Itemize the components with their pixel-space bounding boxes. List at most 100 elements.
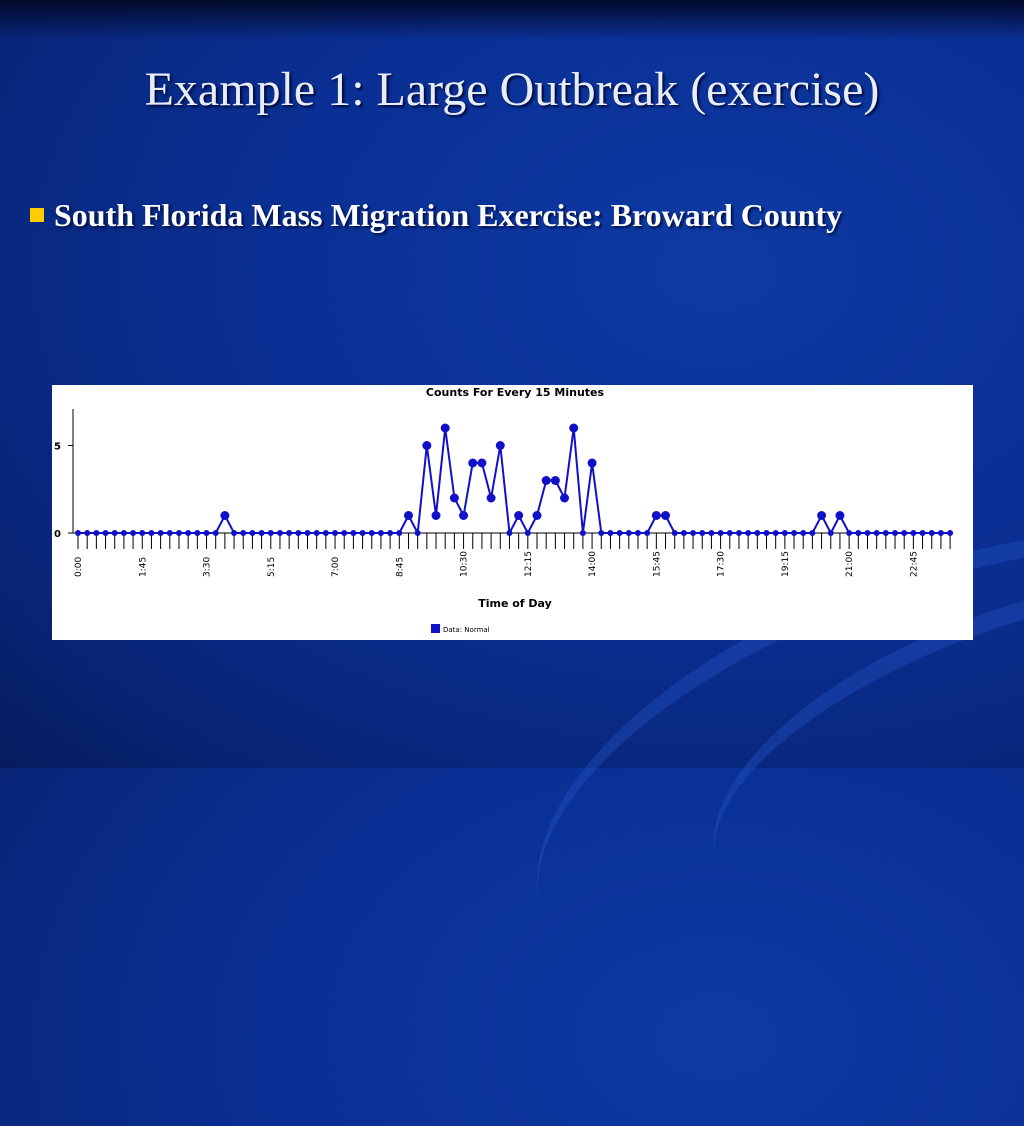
- data-point: [220, 511, 230, 520]
- x-tick-label: 22:45: [909, 551, 919, 577]
- data-point: [680, 530, 687, 536]
- data-point: [194, 530, 201, 536]
- data-point: [332, 530, 339, 536]
- data-point: [341, 530, 348, 536]
- data-point: [882, 530, 889, 536]
- data-point: [267, 530, 274, 536]
- data-point: [175, 530, 182, 536]
- x-tick-label: 5:15: [267, 557, 277, 577]
- data-point: [240, 530, 247, 536]
- data-point: [249, 530, 256, 536]
- data-point: [130, 530, 137, 536]
- data-point: [422, 441, 432, 450]
- data-point: [440, 423, 450, 433]
- x-tick-label: 3:30: [203, 557, 213, 577]
- data-point: [671, 530, 678, 536]
- data-point: [157, 530, 164, 536]
- data-point: [449, 493, 459, 503]
- data-point: [166, 530, 173, 536]
- data-point: [459, 511, 469, 520]
- bullet-text: South Florida Mass Migration Exercise: B…: [54, 197, 843, 233]
- data-point: [726, 530, 733, 536]
- data-point: [203, 530, 210, 536]
- data-point: [846, 530, 853, 536]
- legend-swatch: [431, 624, 440, 633]
- data-point: [791, 530, 798, 536]
- data-point: [377, 530, 384, 536]
- data-point: [486, 493, 496, 503]
- data-point: [699, 530, 706, 536]
- data-point: [350, 530, 357, 536]
- data-point: [148, 530, 155, 536]
- data-point: [468, 458, 478, 468]
- data-point: [231, 530, 238, 536]
- slide-title: Example 1: Large Outbreak (exercise): [144, 63, 880, 116]
- x-tick-label: 10:30: [460, 551, 470, 577]
- x-tick-label: 1:45: [138, 557, 148, 577]
- data-point: [817, 511, 827, 520]
- data-point: [809, 530, 816, 536]
- data-point: [414, 530, 421, 536]
- bullet-square-icon: [30, 208, 44, 222]
- legend-label: Data: Normal: [443, 626, 490, 634]
- data-point: [835, 511, 845, 520]
- x-tick-label: 15:45: [652, 551, 662, 577]
- data-point: [550, 476, 560, 485]
- bullet-item: South Florida Mass Migration Exercise: B…: [30, 192, 910, 238]
- data-point: [560, 493, 570, 503]
- data-point: [598, 530, 605, 536]
- x-tick-label: 17:30: [717, 551, 727, 577]
- y-tick-label: 5: [54, 442, 61, 453]
- data-point: [947, 530, 954, 536]
- data-point: [139, 530, 146, 536]
- series-group: [75, 423, 954, 537]
- data-point: [708, 530, 715, 536]
- data-point: [532, 511, 542, 520]
- data-point: [735, 530, 742, 536]
- data-point: [396, 530, 403, 536]
- x-tick-label: 21:00: [845, 551, 855, 577]
- data-point: [607, 530, 614, 536]
- chart-title: Counts For Every 15 Minutes: [426, 386, 605, 399]
- data-point: [579, 530, 586, 536]
- data-point: [102, 530, 109, 536]
- data-point: [359, 530, 366, 536]
- data-point: [661, 511, 671, 520]
- data-point: [937, 530, 944, 536]
- data-point: [772, 530, 779, 536]
- x-axis-label: Time of Day: [478, 597, 552, 610]
- data-point: [75, 530, 81, 536]
- data-point: [873, 530, 880, 536]
- chart-axes: 0 5 0:00 1:45 3:30 5:15 7:00 8:45 10:30 12:15 14:0…: [54, 409, 954, 577]
- x-tick-label: 8:45: [395, 557, 405, 577]
- data-point: [763, 530, 770, 536]
- data-point: [616, 530, 623, 536]
- data-point: [587, 458, 597, 468]
- x-tick-label: 0:00: [74, 557, 84, 577]
- data-point: [919, 530, 926, 536]
- data-point: [754, 530, 761, 536]
- data-point: [781, 530, 788, 536]
- data-point: [541, 476, 551, 485]
- data-point: [93, 530, 100, 536]
- data-point: [506, 530, 513, 536]
- slide-top-shade: [0, 0, 1024, 40]
- data-point: [212, 530, 219, 536]
- x-tick-label: 14:00: [588, 551, 598, 577]
- data-point: [304, 530, 311, 536]
- data-point: [745, 530, 752, 536]
- x-tick-label: 12:15: [524, 551, 534, 577]
- data-point: [368, 530, 375, 536]
- chart-legend: Data: Normal: [431, 624, 490, 634]
- data-point: [313, 530, 320, 536]
- chart-panel: Counts For Every 15 Minutes 0 5 0:00 1:45 3:…: [52, 385, 973, 640]
- data-point: [625, 530, 632, 536]
- data-point: [111, 530, 118, 536]
- data-point: [120, 530, 127, 536]
- data-point: [403, 511, 413, 520]
- data-point: [855, 530, 862, 536]
- data-point: [690, 530, 697, 536]
- x-tick-label: 7:00: [331, 557, 341, 577]
- data-point: [258, 530, 265, 536]
- y-tick-label: 0: [54, 529, 61, 540]
